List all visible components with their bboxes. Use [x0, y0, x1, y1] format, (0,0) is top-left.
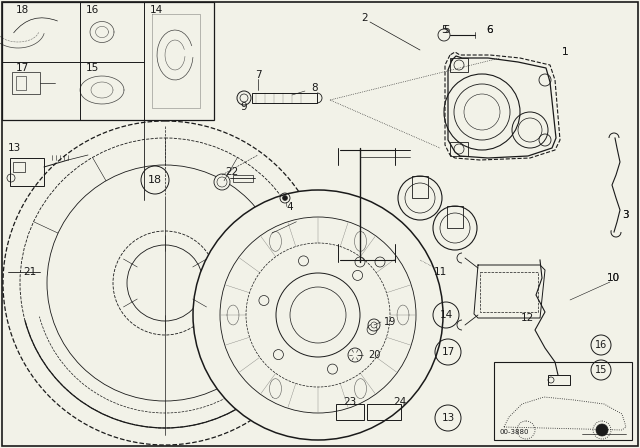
Text: 20: 20: [368, 350, 380, 360]
Bar: [252, 93, 317, 103]
Text: 23: 23: [344, 397, 356, 407]
Text: 7: 7: [255, 70, 261, 80]
Text: 8: 8: [312, 83, 318, 93]
Bar: [548, 375, 570, 385]
Text: 5: 5: [441, 25, 447, 35]
Circle shape: [282, 195, 287, 201]
Bar: [10, 158, 44, 186]
Bar: [412, 176, 428, 198]
Text: 9: 9: [241, 102, 247, 112]
Text: 1: 1: [562, 47, 568, 57]
Text: 12: 12: [520, 313, 534, 323]
Bar: [447, 206, 463, 228]
Text: 3: 3: [621, 210, 628, 220]
Text: 17: 17: [15, 63, 29, 73]
Text: 1: 1: [562, 47, 568, 57]
Text: 18: 18: [15, 5, 29, 15]
Text: 5: 5: [443, 25, 449, 35]
Text: 00-3880: 00-3880: [499, 429, 529, 435]
Text: 10: 10: [607, 273, 620, 283]
Circle shape: [214, 174, 230, 190]
Circle shape: [433, 206, 477, 250]
Text: 13: 13: [442, 413, 454, 423]
Bar: [233, 175, 253, 182]
Text: 13: 13: [8, 143, 20, 153]
Circle shape: [596, 424, 608, 436]
Circle shape: [193, 190, 443, 440]
Text: 15: 15: [595, 365, 607, 375]
Text: 16: 16: [85, 5, 99, 15]
Bar: [494, 362, 632, 440]
Circle shape: [237, 91, 251, 105]
Bar: [450, 142, 468, 156]
Text: 6: 6: [486, 25, 493, 35]
Text: 15: 15: [85, 63, 99, 73]
Text: 2: 2: [362, 13, 368, 23]
Text: 14: 14: [149, 5, 163, 15]
Circle shape: [371, 322, 377, 328]
Text: 19: 19: [384, 317, 396, 327]
Text: 22: 22: [225, 167, 239, 177]
Text: 10: 10: [607, 273, 620, 283]
Text: 24: 24: [394, 397, 406, 407]
Text: 6: 6: [486, 25, 493, 35]
Text: 17: 17: [442, 347, 454, 357]
Text: 14: 14: [440, 310, 452, 320]
Bar: [336, 404, 364, 420]
Bar: [367, 404, 401, 420]
Text: 18: 18: [148, 175, 162, 185]
Bar: [13, 162, 25, 172]
Bar: [480, 272, 538, 312]
Bar: [12, 72, 40, 94]
Text: 4: 4: [287, 202, 293, 212]
Text: 3: 3: [621, 210, 628, 220]
Text: 21: 21: [24, 267, 36, 277]
Text: 11: 11: [433, 267, 447, 277]
Circle shape: [398, 176, 442, 220]
Bar: [2, 2, 214, 120]
Bar: [16, 76, 26, 90]
Bar: [450, 58, 468, 72]
Text: 16: 16: [595, 340, 607, 350]
